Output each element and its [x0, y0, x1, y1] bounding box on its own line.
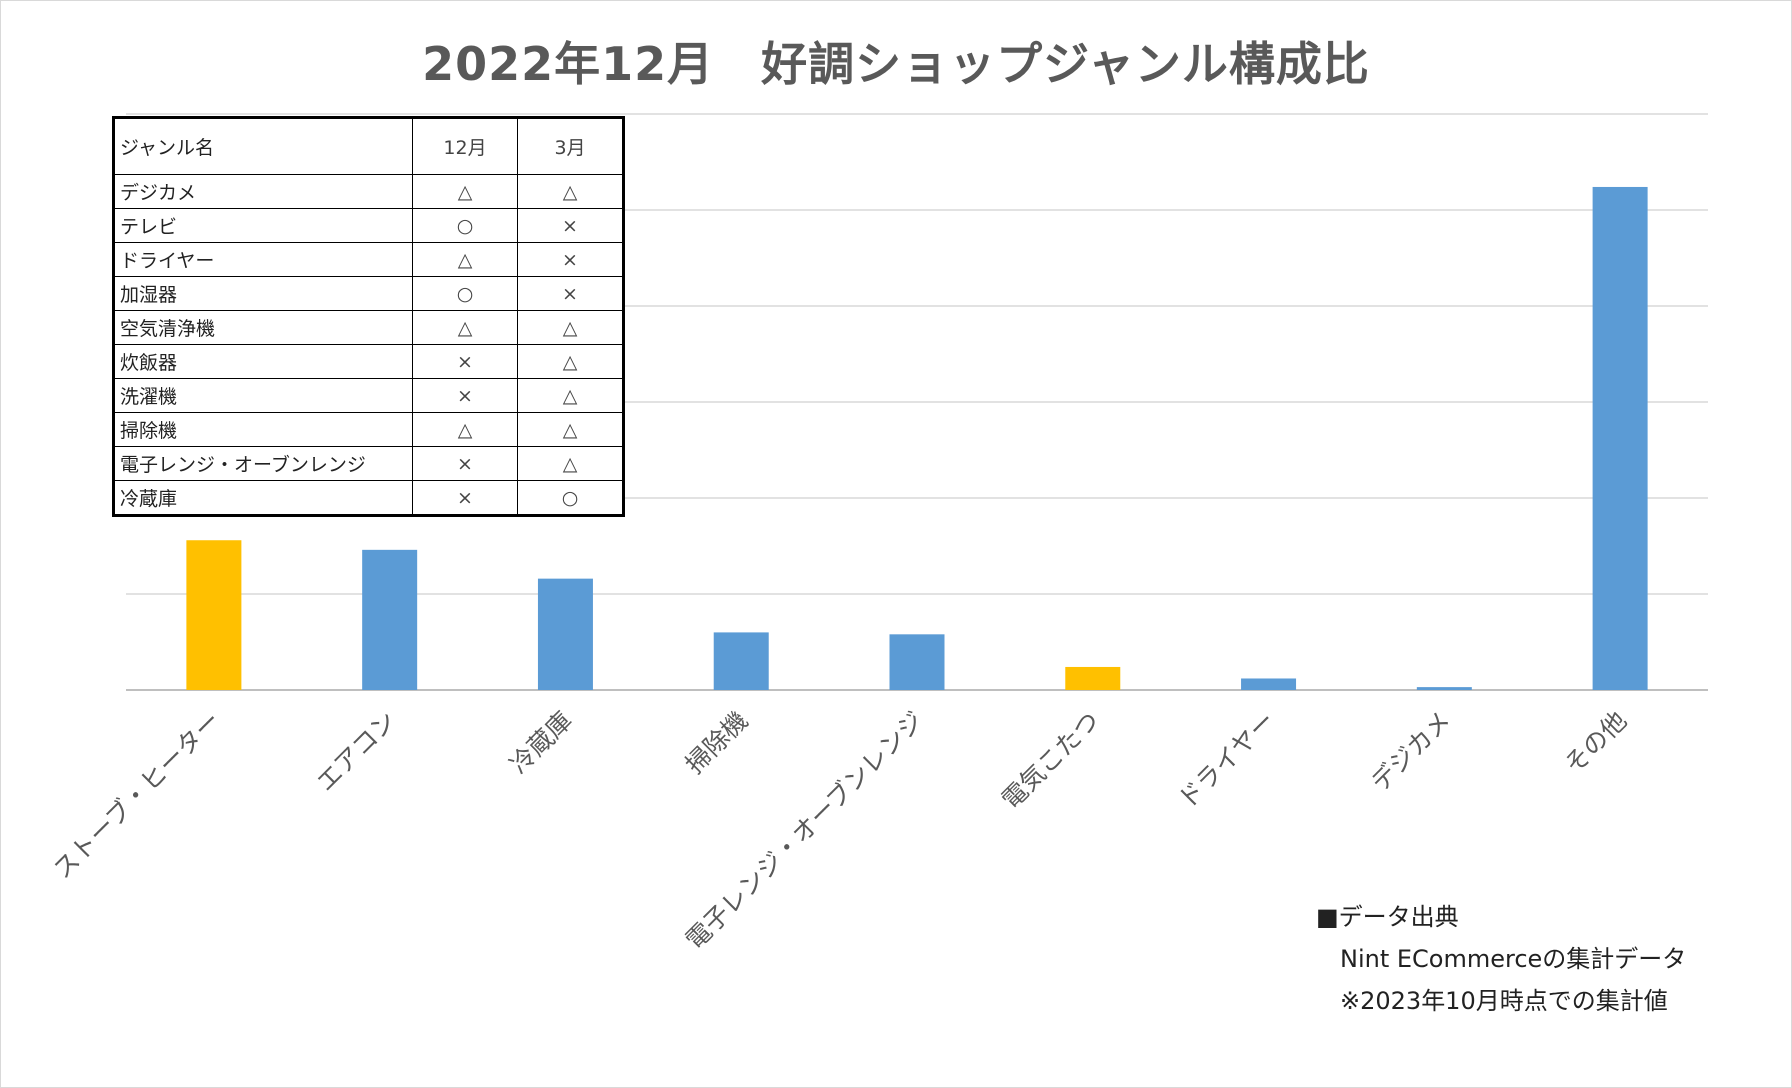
rating-cell: △: [517, 378, 624, 413]
table-header-cell: 3月: [517, 117, 624, 175]
genre-table: ジャンル名 12月 3月 デジカメ △ △ テレビ ○ × ドライヤー △ × 加湿器 ○ × 空気清浄機 △ △…: [112, 116, 625, 517]
rating-cell: △: [517, 310, 624, 345]
rating-cell: △: [517, 412, 624, 447]
genre-name-cell: 空気清浄機: [113, 310, 413, 345]
category-label: その他: [1559, 706, 1633, 780]
category-label: デジカメ: [1365, 706, 1456, 797]
category-label: 冷蔵庫: [504, 706, 578, 780]
rating-cell: ×: [412, 480, 518, 516]
bar-7: [1241, 678, 1297, 690]
rating-cell: △: [517, 174, 624, 209]
table-row: 掃除機 △ △: [113, 412, 624, 447]
source-heading: ■データ出典: [1316, 903, 1459, 931]
table-row: ドライヤー △ ×: [113, 242, 624, 277]
source-line-2: ※2023年10月時点での集計値: [1340, 987, 1668, 1015]
bar-3: [537, 578, 593, 690]
genre-name-cell: 電子レンジ・オーブンレンジ: [113, 446, 413, 481]
table-header-cell: ジャンル名: [113, 117, 413, 175]
rating-cell: ×: [412, 446, 518, 481]
genre-name-cell: 加湿器: [113, 276, 413, 311]
rating-cell: △: [517, 344, 624, 379]
rating-cell: ×: [412, 378, 518, 413]
table-header-cell: 12月: [412, 117, 518, 175]
rating-cell: △: [517, 446, 624, 481]
genre-name-cell: 掃除機: [113, 412, 413, 447]
table-row: 洗濯機 × △: [113, 378, 624, 413]
table-row: 加湿器 ○ ×: [113, 276, 624, 311]
rating-cell: ×: [517, 276, 624, 311]
bar-9: [1592, 186, 1648, 690]
genre-name-cell: ドライヤー: [113, 242, 413, 277]
table-row: デジカメ △ △: [113, 174, 624, 209]
rating-cell: △: [412, 310, 518, 345]
bar-5: [889, 634, 945, 690]
bar-4: [713, 632, 769, 690]
bar-6: [1065, 666, 1121, 690]
rating-cell: △: [412, 174, 518, 209]
data-source-note: ■データ出典 Nint ECommerceの集計データ ※2023年10月時点で…: [1316, 896, 1686, 1022]
genre-name-cell: 炊飯器: [113, 344, 413, 379]
bar-1: [186, 540, 242, 690]
category-label: ストーブ・ヒーター: [48, 706, 227, 885]
genre-name-cell: デジカメ: [113, 174, 413, 209]
rating-cell: ○: [412, 276, 518, 311]
rating-cell: ○: [517, 480, 624, 516]
rating-cell: ×: [517, 208, 624, 243]
rating-cell: ×: [412, 344, 518, 379]
category-label: ドライヤー: [1172, 706, 1280, 814]
bar-2: [362, 549, 418, 690]
category-label: 掃除機: [680, 706, 754, 780]
table-row: 電子レンジ・オーブンレンジ × △: [113, 446, 624, 481]
chart-title: 2022年12月 好調ショップジャンル構成比: [422, 37, 1370, 91]
genre-name-cell: 洗濯機: [113, 378, 413, 413]
rating-cell: △: [412, 242, 518, 277]
category-label: エアコン: [311, 706, 402, 797]
bar-8: [1416, 687, 1472, 690]
table-row: 空気清浄機 △ △: [113, 310, 624, 345]
table-row: 冷蔵庫 × ○: [113, 480, 624, 516]
rating-cell: ○: [412, 208, 518, 243]
genre-name-cell: 冷蔵庫: [113, 480, 413, 516]
genre-name-cell: テレビ: [113, 208, 413, 243]
table-row: 炊飯器 × △: [113, 344, 624, 379]
table-header-row: ジャンル名 12月 3月: [113, 117, 624, 175]
source-line-1: Nint ECommerceの集計データ: [1340, 945, 1687, 973]
bars: [186, 186, 1648, 690]
table-row: テレビ ○ ×: [113, 208, 624, 243]
rating-cell: ×: [517, 242, 624, 277]
category-label: 電気こたつ: [996, 706, 1105, 815]
rating-cell: △: [412, 412, 518, 447]
